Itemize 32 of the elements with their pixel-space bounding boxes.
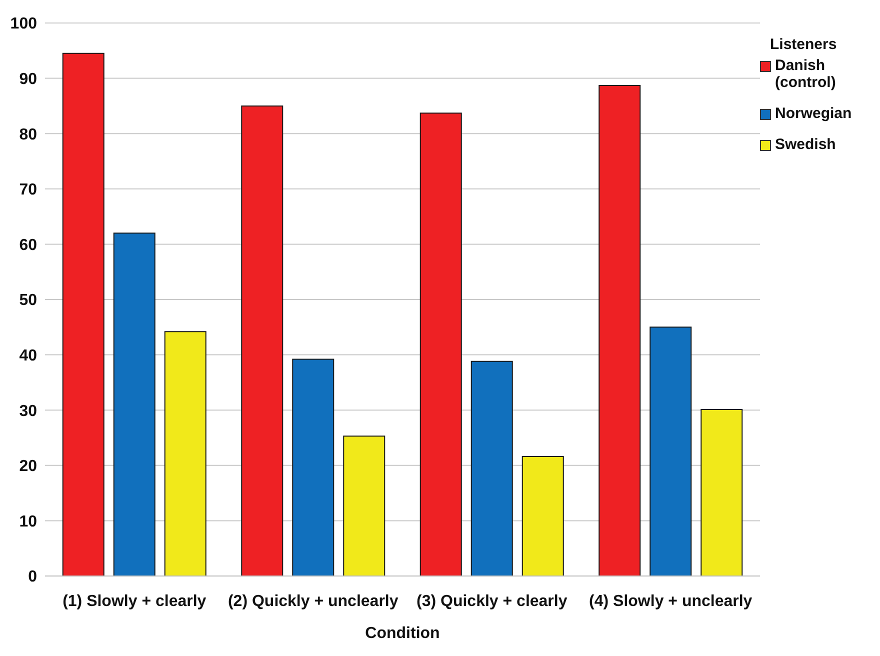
bar	[343, 436, 386, 576]
bar	[598, 84, 641, 576]
bar	[164, 331, 206, 576]
legend-label: Danish (control)	[775, 57, 837, 91]
bar	[470, 360, 513, 576]
x-axis-title: Condition	[365, 625, 440, 642]
y-tick-label: 20	[19, 458, 38, 476]
y-tick-label: 100	[10, 16, 38, 33]
bar	[650, 326, 692, 576]
bar	[113, 232, 156, 576]
legend-title: Listeners	[769, 36, 838, 53]
bar	[62, 52, 104, 576]
y-tick-label: 90	[19, 70, 38, 88]
bar	[522, 456, 564, 576]
x-tick-label: (3) Quickly + clearly	[416, 593, 568, 610]
y-tick-label: 40	[19, 347, 38, 364]
bar	[241, 105, 284, 576]
legend-label: Swedish	[775, 136, 836, 153]
y-tick-label: 0	[28, 568, 38, 586]
y-tick-label: 50	[19, 292, 38, 310]
x-tick-label: (1) Slowly + clearly	[62, 593, 206, 610]
x-tick-label: (2) Quickly + unclearly	[228, 593, 398, 610]
legend-label: Norwegian	[775, 105, 852, 122]
y-tick-label: 60	[19, 236, 38, 254]
y-tick-label: 30	[19, 402, 38, 420]
x-tick-label: (4) Slowly + unclearly	[589, 593, 752, 610]
bar	[420, 112, 462, 576]
y-tick-label: 10	[19, 513, 38, 530]
bar	[292, 358, 334, 576]
y-tick-label: 80	[19, 126, 38, 144]
bar	[700, 409, 743, 576]
y-tick-label: 70	[19, 182, 38, 199]
